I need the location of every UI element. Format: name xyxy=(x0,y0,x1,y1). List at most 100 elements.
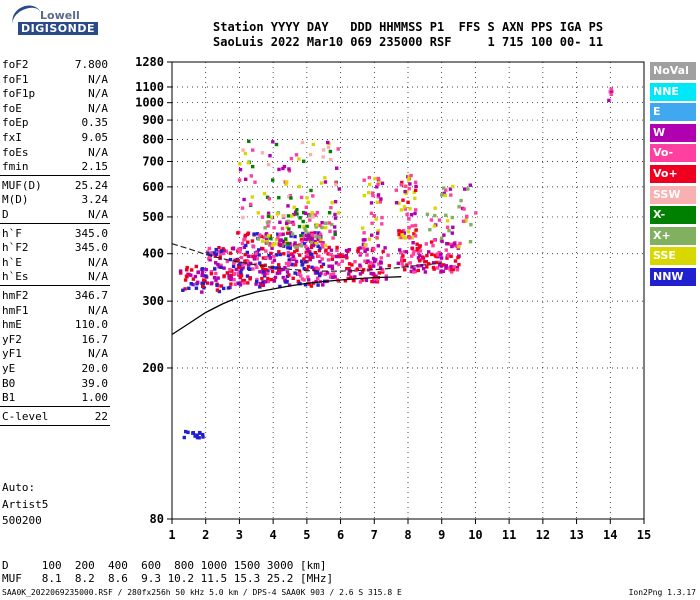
legend-item-w: W xyxy=(650,123,696,142)
echo-point xyxy=(413,196,417,200)
echo-point xyxy=(206,251,210,256)
echo-point xyxy=(450,244,454,249)
echo-point xyxy=(214,261,218,265)
y-tick-label: 500 xyxy=(142,210,164,224)
echo-point xyxy=(425,265,429,269)
param-row: foEp 0.35 xyxy=(2,115,108,130)
echo-point xyxy=(320,221,324,225)
echo-point xyxy=(251,254,255,259)
echo-point xyxy=(456,255,460,260)
echo-point xyxy=(225,259,229,264)
echo-point xyxy=(243,252,247,257)
echo-point xyxy=(345,256,349,260)
echo-point xyxy=(239,270,243,274)
param-name: B1 xyxy=(2,391,16,405)
param-name: hmE xyxy=(2,318,22,332)
echo-point xyxy=(226,286,231,290)
echo-point xyxy=(290,232,295,236)
echo-point xyxy=(309,252,313,256)
echo-point xyxy=(266,269,270,273)
echo-point xyxy=(297,157,301,161)
echo-point xyxy=(191,431,195,435)
echo-point xyxy=(303,211,308,215)
echo-point xyxy=(432,238,437,242)
echo-point xyxy=(301,234,306,238)
echo-point xyxy=(296,279,300,284)
param-name: fmin xyxy=(2,160,29,174)
echo-point xyxy=(290,214,294,218)
echo-point xyxy=(281,166,285,171)
echo-point xyxy=(420,255,425,259)
echo-point xyxy=(209,270,214,274)
echo-point xyxy=(205,281,209,285)
echo-point xyxy=(330,257,334,261)
echo-point xyxy=(321,155,325,159)
echo-point xyxy=(291,222,296,226)
echo-point xyxy=(293,271,297,275)
x-tick-label: 7 xyxy=(371,528,378,542)
echo-point xyxy=(275,212,280,216)
echo-point xyxy=(353,260,357,264)
echo-point xyxy=(242,281,247,285)
echo-point xyxy=(286,263,291,268)
echo-point xyxy=(240,206,245,210)
param-value: 25.24 xyxy=(74,178,108,192)
echo-point xyxy=(311,215,315,219)
echo-point xyxy=(274,253,279,257)
echo-point xyxy=(265,220,270,225)
param-row: D N/A xyxy=(2,207,108,222)
echo-point xyxy=(468,240,473,244)
echo-point xyxy=(304,244,308,249)
echo-point xyxy=(343,279,348,283)
echo-point xyxy=(267,253,271,258)
echo-point xyxy=(295,245,300,249)
echo-point xyxy=(310,237,314,241)
echo-point xyxy=(316,244,320,248)
param-value: N/A xyxy=(88,145,108,159)
echo-point xyxy=(321,262,326,266)
param-name: yF2 xyxy=(2,332,22,346)
echo-point xyxy=(299,244,304,248)
echo-point xyxy=(319,237,323,242)
echo-point xyxy=(457,262,461,267)
echo-point xyxy=(200,273,204,278)
echo-point xyxy=(237,178,242,182)
echo-point xyxy=(450,215,454,220)
param-row: M(D) 3.24 xyxy=(2,192,108,207)
echo-point xyxy=(314,266,318,270)
echo-point xyxy=(375,235,379,240)
echo-point xyxy=(282,214,286,218)
y-tick-label: 200 xyxy=(142,361,164,375)
echo-point xyxy=(304,229,308,233)
echo-point xyxy=(408,182,412,186)
echo-point xyxy=(321,283,325,287)
echo-point xyxy=(313,251,317,255)
echo-point xyxy=(252,257,257,261)
echo-point xyxy=(285,180,289,184)
echo-point xyxy=(232,261,236,265)
echo-point xyxy=(463,187,467,191)
echo-point xyxy=(323,272,327,276)
echo-point xyxy=(366,259,370,263)
echo-point xyxy=(214,278,218,282)
echo-point xyxy=(386,253,390,257)
echo-point xyxy=(330,222,334,227)
x-tick-label: 3 xyxy=(236,528,243,542)
echo-point xyxy=(251,164,255,169)
header-labels: Station YYYY DAY DDD HHMMSS P1 FFS S AXN… xyxy=(213,20,604,34)
echo-point xyxy=(441,269,445,274)
echo-point xyxy=(292,212,296,217)
echo-point xyxy=(371,193,375,198)
echo-point xyxy=(449,254,453,258)
echo-point xyxy=(329,157,333,162)
echo-point xyxy=(362,231,366,235)
echo-point xyxy=(438,263,442,267)
echo-point xyxy=(249,202,253,207)
echo-point xyxy=(375,185,379,189)
echo-point xyxy=(286,253,291,258)
echo-point xyxy=(282,267,286,271)
echo-point xyxy=(412,232,416,236)
echo-point xyxy=(287,169,292,173)
echo-point xyxy=(449,193,453,197)
echo-point xyxy=(218,253,222,257)
